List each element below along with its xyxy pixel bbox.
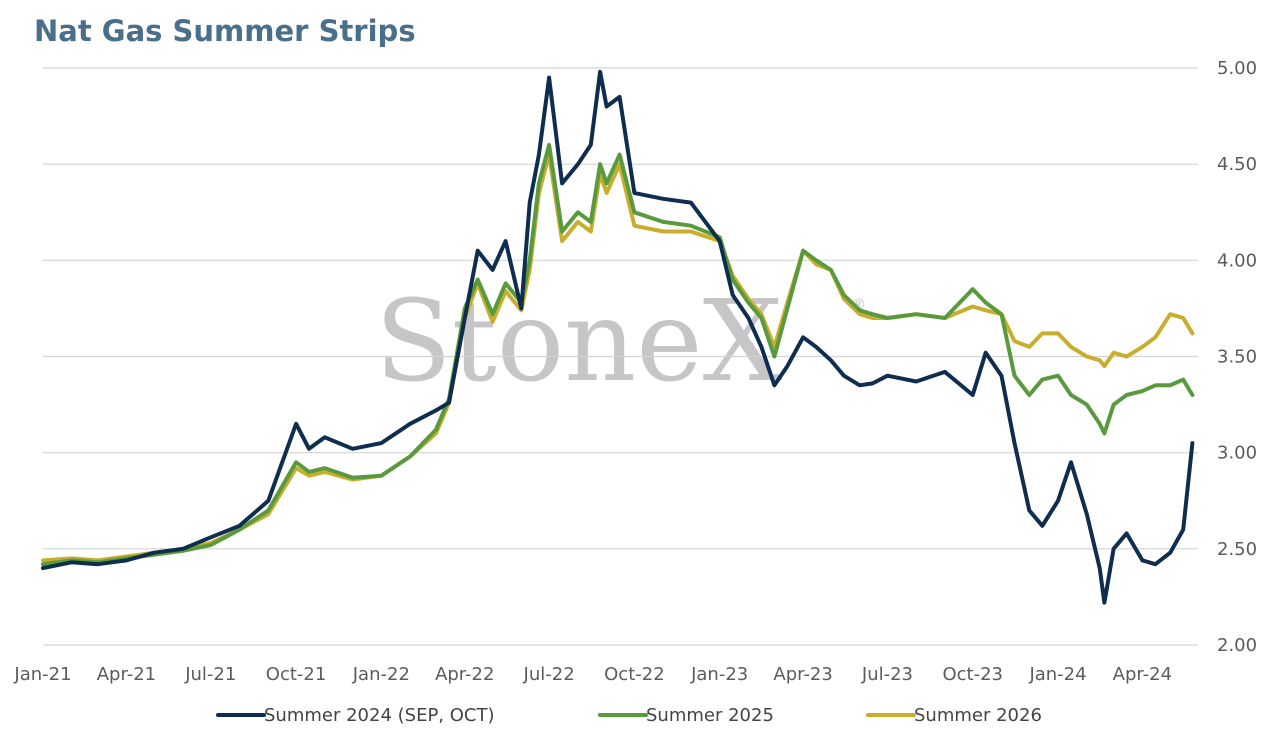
y-tick-label: 3.50 (1217, 347, 1257, 368)
y-tick-label: 4.50 (1217, 154, 1257, 175)
series-line-3 (41, 152, 1195, 563)
series-line-1 (41, 69, 1195, 605)
x-tick-label: Jan-21 (13, 664, 71, 685)
x-tick-label: Jul-22 (523, 664, 575, 685)
series-line-2 (41, 142, 1195, 567)
x-tick-label: Oct-21 (266, 664, 327, 685)
x-tick-label: Jan-24 (1028, 664, 1086, 685)
x-tick-label: Jan-22 (352, 664, 410, 685)
legend-label-1: Summer 2024 (SEP, OCT) (264, 705, 495, 726)
x-tick-label: Oct-23 (942, 664, 1003, 685)
x-tick-label: Jan-23 (690, 664, 748, 685)
y-tick-label: 4.00 (1217, 250, 1257, 271)
x-tick-label: Jul-21 (184, 664, 236, 685)
x-tick-label: Oct-22 (604, 664, 665, 685)
chart-title: Nat Gas Summer Strips (34, 14, 416, 48)
x-tick-label: Jul-23 (861, 664, 913, 685)
stonex-watermark: StoneX (375, 277, 783, 407)
legend-label-3: Summer 2026 (914, 705, 1042, 726)
y-tick-label: 2.00 (1217, 635, 1257, 656)
x-tick-label: Apr-22 (435, 664, 494, 685)
x-tick-label: Apr-23 (773, 664, 832, 685)
x-tick-label: Apr-21 (97, 664, 156, 685)
y-tick-label: 5.00 (1217, 58, 1257, 79)
y-tick-label: 3.00 (1217, 443, 1257, 464)
y-tick-label: 2.50 (1217, 539, 1257, 560)
x-tick-label: Apr-24 (1113, 664, 1172, 685)
legend-label-2: Summer 2025 (646, 705, 774, 726)
